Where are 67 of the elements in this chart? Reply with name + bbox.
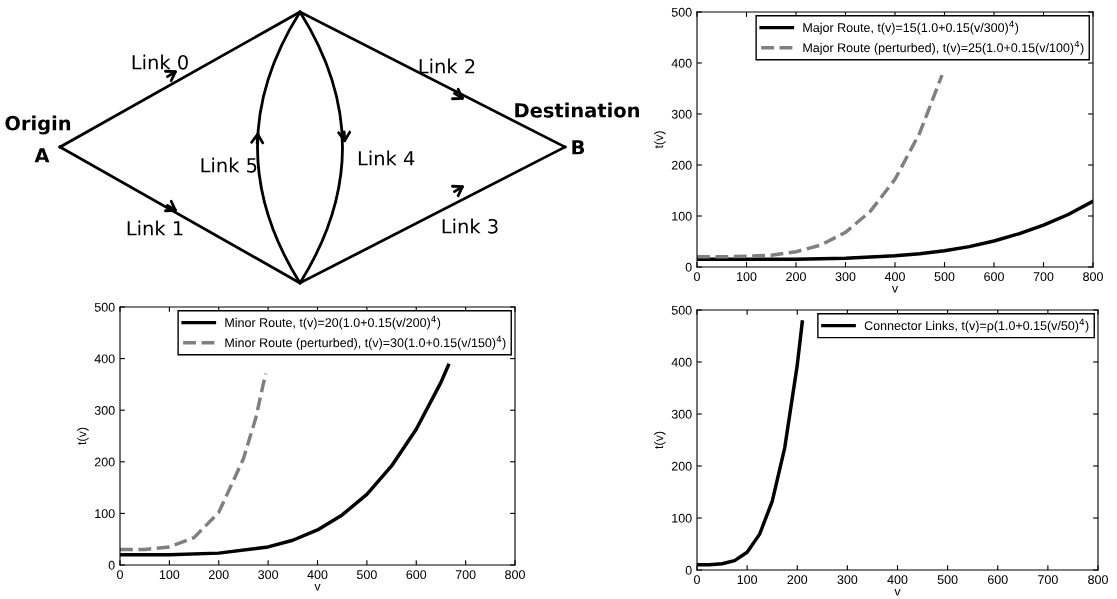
text: B [572,140,585,155]
x-tick-label: 0 [694,575,700,585]
y-tick-label: 100 [672,211,692,221]
text: A [34,148,50,163]
x-tick-label: 500 [934,272,955,282]
x-tick-label: 400 [887,575,908,585]
y-axis-title: t(v) [654,131,666,149]
y-tick-label: 0 [108,560,115,570]
legend-label: Minor Route, t(v)=20(1.0+0.15(v/200)$^{4}$) [225,315,441,330]
x-tick-label: 300 [835,272,856,282]
y-tick-label: 100 [672,513,692,523]
y-tick-label: 300 [671,409,692,419]
x-tick-label: 0 [694,272,700,282]
y-tick-label: 400 [94,354,115,364]
text: Link 5 [201,157,257,173]
y-tick-label: 0 [685,262,692,272]
x-tick-label: 200 [208,570,229,580]
text: Link 2 [419,58,475,74]
x-tick-label: 100 [737,272,757,282]
line-series [697,73,944,259]
x-tick-label: 600 [984,272,1004,282]
text: Link 0 [132,54,188,70]
y-tick-label: 300 [94,406,115,415]
x-tick-label: 600 [987,575,1008,585]
y-axis-title: t(v) [77,427,89,445]
line-series [120,371,268,552]
y-tick-label: 500 [671,305,692,315]
y-tick-label: 200 [671,461,692,471]
x-tick-label: 300 [837,575,858,585]
x-axis-title: v [314,583,321,591]
x-tick-label: 600 [406,570,427,580]
x-tick-label: 500 [356,570,377,580]
legend-label: Major Route (perturbed), t(v)=25(1.0+0.15(v/100)$^{4}$) [803,40,1084,55]
x-tick-label: 700 [1033,272,1054,282]
legend-label: Major Route, t(v)=15(1.0+0.15(v/300)$^{4}$) [803,20,1019,35]
x-tick-label: 500 [937,575,958,585]
y-tick-label: 300 [671,109,692,119]
x-tick-label: 100 [737,575,758,585]
y-tick-label: 500 [94,302,115,312]
x-tick-label: 400 [307,570,328,580]
text: Origin [5,115,71,135]
x-tick-label: 800 [1088,575,1108,585]
x-tick-label: 400 [884,272,905,282]
y-tick-label: 500 [671,7,692,17]
x-tick-label: 800 [505,570,525,580]
x-tick-label: 700 [1038,575,1058,585]
x-axis-title: v [891,285,899,293]
legend-label: Minor Route (perturbed), t(v)=30(1.0+0.15(v/150)$^{4}$) [225,335,506,350]
legend-label: Connector Links, t(v)=ρ(1.0+0.15(v/50)$^{4}$) [864,318,1089,333]
x-axis-title: v [894,588,901,596]
x-tick-label: 200 [786,272,806,282]
y-tick-label: 400 [671,58,692,68]
text: Link 1 [127,220,183,236]
x-tick-label: 200 [787,575,808,585]
x-tick-label: 800 [1083,272,1103,282]
x-tick-label: 700 [455,570,476,580]
text: Destination [515,102,639,118]
x-tick-label: 100 [159,570,180,580]
x-tick-label: 300 [258,570,279,580]
y-tick-label: 400 [671,357,692,367]
text: Link 3 [442,218,498,234]
y-tick-label: 100 [95,509,115,519]
text: Link 4 [358,150,415,166]
y-tick-label: 200 [671,160,692,170]
y-tick-label: 200 [94,457,115,467]
y-axis-title: t(v) [654,431,666,449]
x-tick-label: 0 [117,570,123,580]
